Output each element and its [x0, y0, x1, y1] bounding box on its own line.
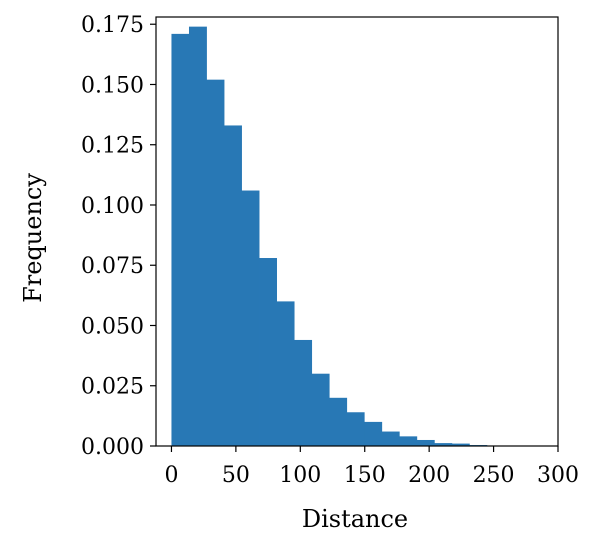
x-tick-label: 100 — [279, 463, 321, 488]
histogram-bar-7 — [294, 339, 313, 446]
histogram-bar-10 — [346, 412, 365, 446]
y-tick-label: 0.000 — [81, 435, 144, 460]
histogram-bars — [171, 26, 540, 447]
x-tick-label: 250 — [473, 463, 515, 488]
y-tick-label: 0.050 — [81, 314, 144, 339]
y-tick-label: 0.125 — [81, 134, 144, 159]
histogram-bar-12 — [381, 431, 400, 446]
y-tick-label: 0.075 — [81, 254, 144, 279]
histogram-bar-8 — [311, 373, 330, 446]
histogram-bar-14 — [416, 439, 435, 446]
histogram-bar-1 — [188, 26, 207, 447]
y-tick-label: 0.175 — [81, 13, 144, 38]
x-tick-label: 200 — [408, 463, 450, 488]
histogram-bar-11 — [364, 421, 383, 446]
y-tick-label: 0.150 — [81, 73, 144, 98]
y-tick-label: 0.100 — [81, 194, 144, 219]
x-tick-label: 0 — [164, 463, 178, 488]
x-tick-label: 50 — [222, 463, 250, 488]
histogram-bar-9 — [329, 397, 348, 446]
histogram-bar-15 — [434, 443, 453, 446]
x-axis-ticks: 0 50 100 150 200 250 300 — [164, 446, 579, 488]
histogram-bar-6 — [276, 301, 295, 446]
histogram-bar-2 — [206, 79, 225, 447]
histogram-bar-0 — [171, 33, 190, 446]
histogram-bar-4 — [241, 190, 260, 446]
y-axis-title: Frequency — [19, 173, 47, 303]
plot-frame — [155, 16, 559, 447]
y-axis-ticks: 0.000 0.025 0.050 0.075 0.100 0.125 0.150 0.175 — [81, 13, 156, 460]
histogram-bar-16 — [451, 443, 470, 446]
x-axis-title: Distance — [302, 505, 408, 533]
y-tick-label: 0.025 — [81, 375, 144, 400]
histogram-bar-13 — [399, 436, 418, 446]
histogram-bar-3 — [224, 125, 242, 447]
x-tick-label: 300 — [537, 463, 579, 488]
histogram-bar-5 — [259, 258, 277, 446]
x-tick-label: 150 — [344, 463, 386, 488]
